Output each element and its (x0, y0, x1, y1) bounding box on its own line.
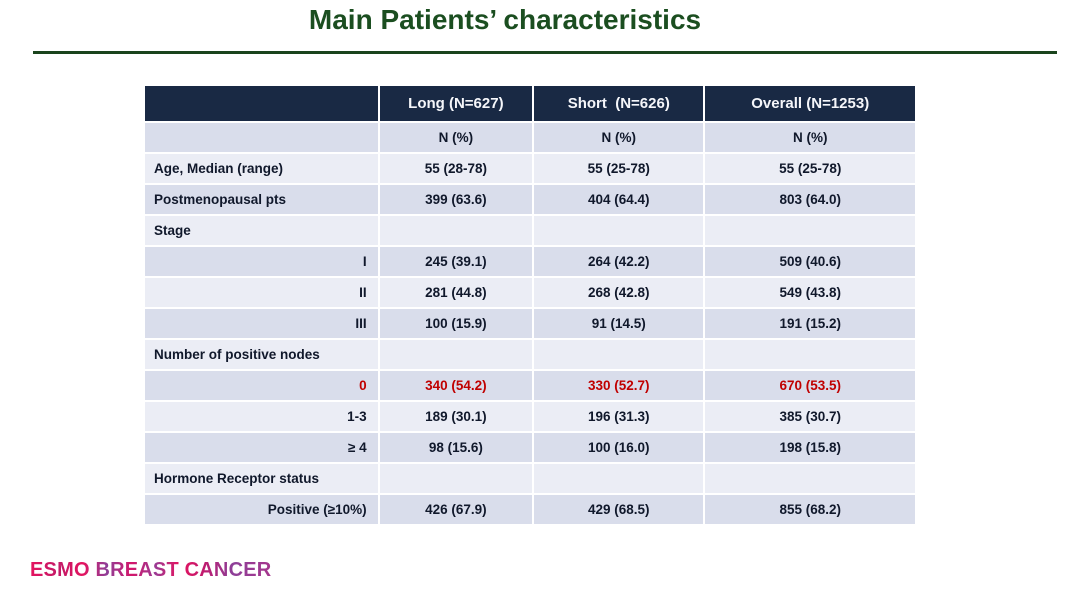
cell-value: N (%) (703, 121, 917, 154)
cell-value: N (%) (532, 121, 706, 154)
cell-value: 330 (52.7) (532, 369, 706, 402)
cell-value: 268 (42.8) (532, 276, 706, 309)
table-row: Age, Median (range) 55 (28-78) 55 (25-78) 5… (143, 152, 917, 185)
header-row: Long (N=627) Short (N=626) Overall (N=1253… (143, 84, 917, 123)
column-header: Short (N=626) (532, 84, 706, 123)
cell-value (377, 338, 535, 371)
table-body: N (%) N (%) N (%) Age, Median (range) 55 (28… (143, 121, 917, 526)
table-row: 0 340 (54.2) 330 (52.7) 670 (53.5) (143, 369, 917, 402)
cell-value: 55 (25-78) (703, 152, 917, 185)
cell-value: 385 (30.7) (703, 400, 917, 433)
cell-value: 803 (64.0) (703, 183, 917, 216)
cell-value: 91 (14.5) (532, 307, 706, 340)
cell-value (377, 462, 535, 495)
cell-value (703, 214, 917, 247)
cell-value: 429 (68.5) (532, 493, 706, 526)
header-cell-empty (143, 84, 380, 123)
row-label: Postmenopausal pts (143, 183, 380, 216)
cell-value (703, 462, 917, 495)
cell-value: 191 (15.2) (703, 307, 917, 340)
cell-value: 55 (28-78) (377, 152, 535, 185)
row-label: Hormone Receptor status (143, 462, 380, 495)
table-container: Long (N=627) Short (N=626) Overall (N=1253… (143, 84, 917, 526)
title-divider (33, 51, 1057, 54)
column-header: Long (N=627) (377, 84, 535, 123)
patient-characteristics-table: Long (N=627) Short (N=626) Overall (N=1253… (143, 84, 917, 526)
page-title: Main Patients’ characteristics (308, 4, 702, 35)
row-label: ≥ 4 (143, 431, 380, 464)
cell-value: 549 (43.8) (703, 276, 917, 309)
table-row: I 245 (39.1) 264 (42.2) 509 (40.6) (143, 245, 917, 278)
cell-value (532, 214, 706, 247)
table-row: N (%) N (%) N (%) (143, 121, 917, 154)
table-row: Postmenopausal pts 399 (63.6) 404 (64.4) 80… (143, 183, 917, 216)
cell-value (377, 214, 535, 247)
row-label: 1-3 (143, 400, 380, 433)
cell-value: 670 (53.5) (703, 369, 917, 402)
row-label: I (143, 245, 380, 278)
cell-value: 98 (15.6) (377, 431, 535, 464)
cell-value: 55 (25-78) (532, 152, 706, 185)
row-label (143, 121, 380, 154)
row-label: Age, Median (range) (143, 152, 380, 185)
cell-value: 281 (44.8) (377, 276, 535, 309)
cell-value: 340 (54.2) (377, 369, 535, 402)
cell-value (703, 338, 917, 371)
cell-value (532, 462, 706, 495)
cell-value: 100 (15.9) (377, 307, 535, 340)
cell-value (532, 338, 706, 371)
row-label: 0 (143, 369, 380, 402)
esmo-breast-cancer-logo: ESMO BREAST CANCER (30, 559, 272, 581)
cell-value: 509 (40.6) (703, 245, 917, 278)
table-row: 1-3 189 (30.1) 196 (31.3) 385 (30.7) (143, 400, 917, 433)
cell-value: 264 (42.2) (532, 245, 706, 278)
table-row: Number of positive nodes (143, 338, 917, 371)
cell-value: 855 (68.2) (703, 493, 917, 526)
row-label: Stage (143, 214, 380, 247)
row-label: Positive (≥10%) (143, 493, 380, 526)
cell-value: 404 (64.4) (532, 183, 706, 216)
row-label: Number of positive nodes (143, 338, 380, 371)
table-row: Hormone Receptor status (143, 462, 917, 495)
cell-value: 399 (63.6) (377, 183, 535, 216)
cell-value: N (%) (377, 121, 535, 154)
cell-value: 198 (15.8) (703, 431, 917, 464)
cell-value: 426 (67.9) (377, 493, 535, 526)
row-label: II (143, 276, 380, 309)
cell-value: 189 (30.1) (377, 400, 535, 433)
table-header: Long (N=627) Short (N=626) Overall (N=1253… (143, 84, 917, 123)
table-row: ≥ 4 98 (15.6) 100 (16.0) 198 (15.8) (143, 431, 917, 464)
column-header: Overall (N=1253) (703, 84, 917, 123)
table-row: Stage (143, 214, 917, 247)
table-row: Positive (≥10%) 426 (67.9) 429 (68.5) 855 (… (143, 493, 917, 526)
cell-value: 100 (16.0) (532, 431, 706, 464)
table-row: II 281 (44.8) 268 (42.8) 549 (43.8) (143, 276, 917, 309)
table-row: III 100 (15.9) 91 (14.5) 191 (15.2) (143, 307, 917, 340)
row-label: III (143, 307, 380, 340)
cell-value: 245 (39.1) (377, 245, 535, 278)
cell-value: 196 (31.3) (532, 400, 706, 433)
